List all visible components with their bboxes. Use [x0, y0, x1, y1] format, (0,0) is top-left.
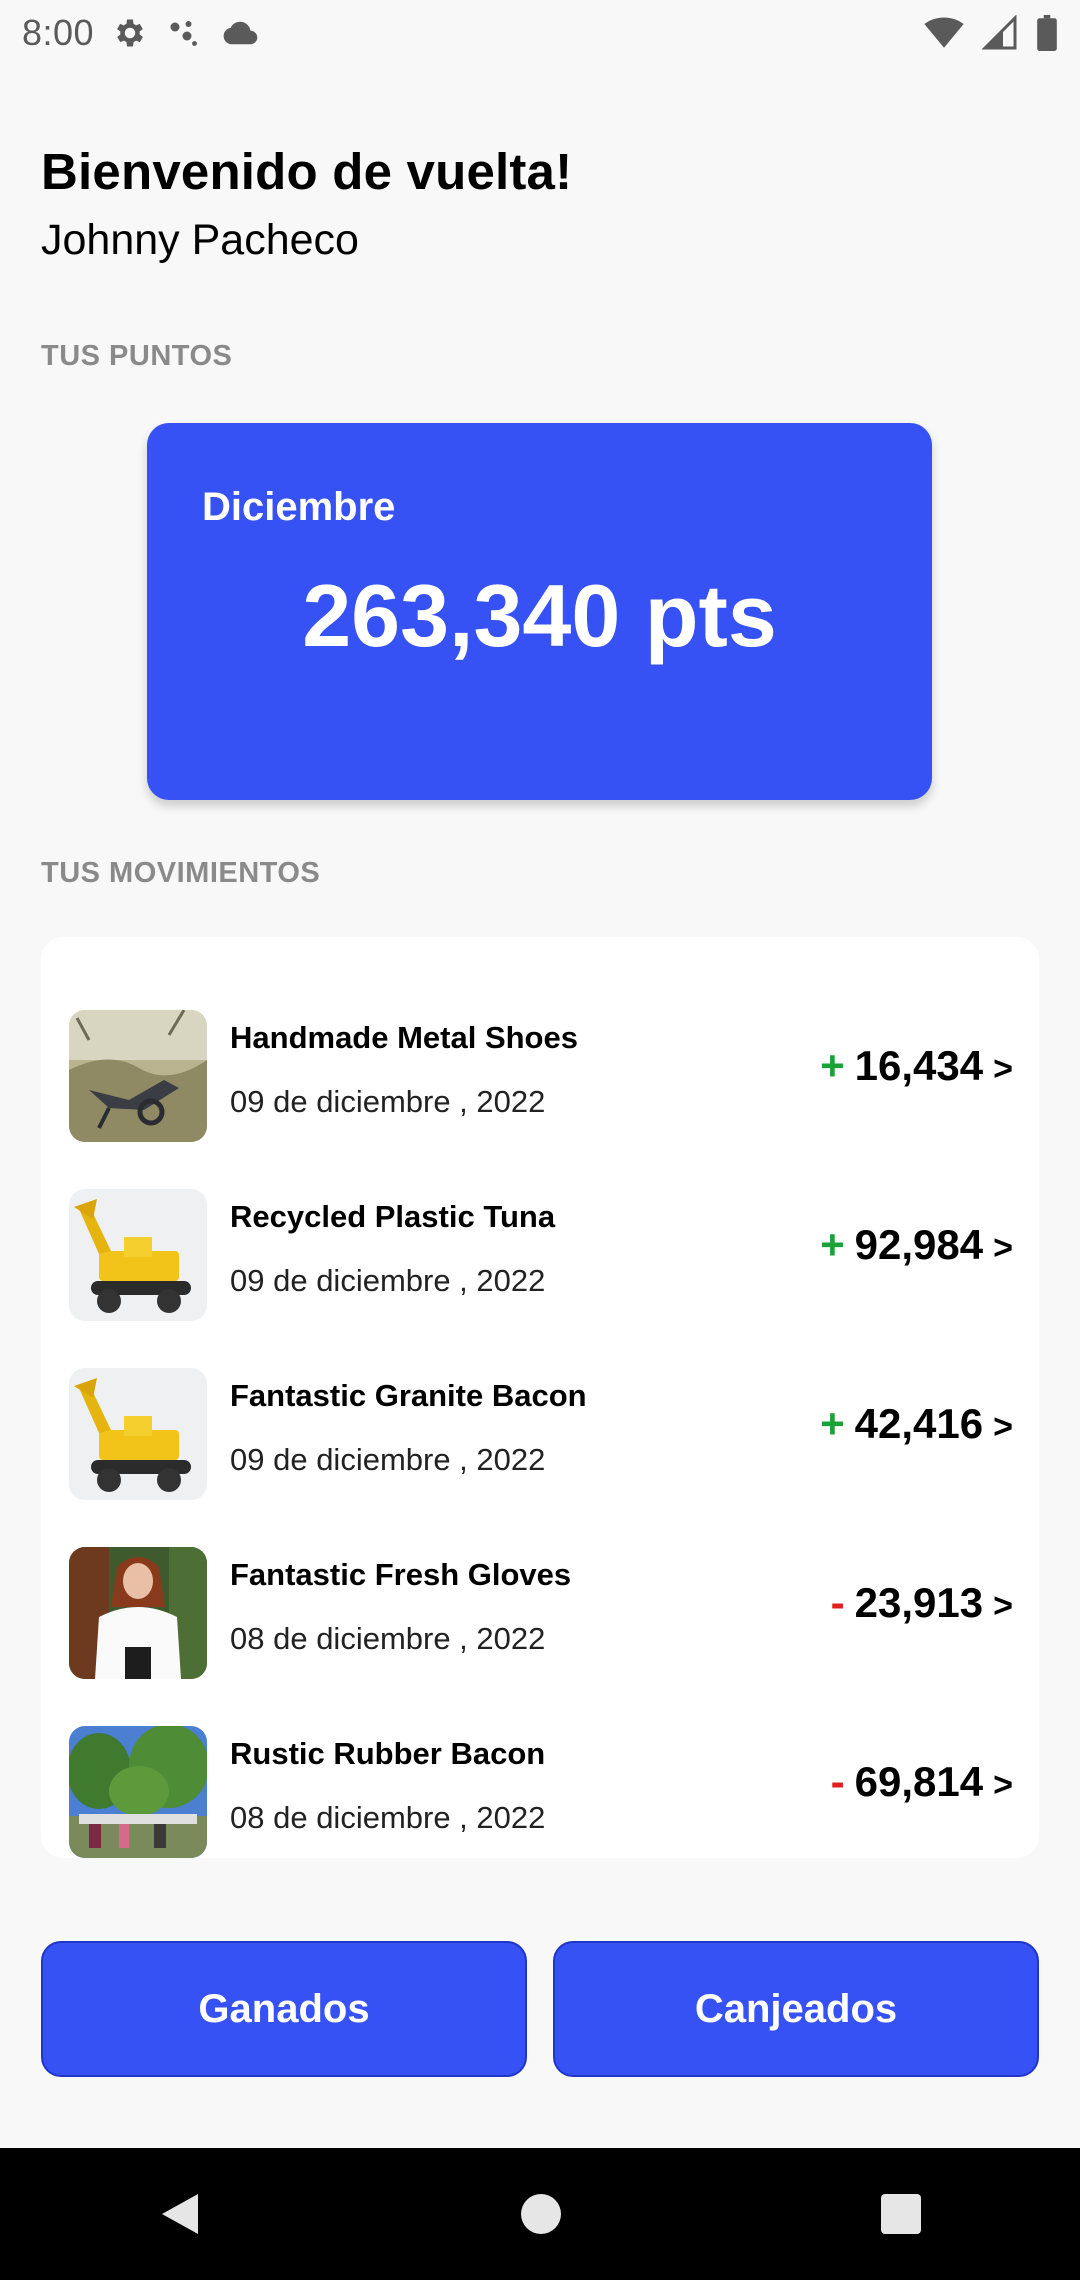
back-triangle-icon[interactable] [158, 2190, 202, 2238]
movements-list: Handmade Metal Shoes 09 de diciembre , 2… [41, 937, 1039, 1858]
points-value: 263,340 pts [302, 566, 777, 665]
points-card: Diciembre 263,340 pts [147, 423, 932, 800]
recents-square-icon[interactable] [880, 2193, 922, 2235]
cloud-icon [220, 15, 260, 51]
status-bar: 8:00 [0, 0, 1080, 66]
movement-amount: - 23,913 > [831, 1579, 1013, 1627]
movement-date: 08 de diciembre , 2022 [230, 1621, 546, 1656]
status-left: 8:00 [22, 12, 260, 54]
product-thumbnail [69, 1010, 207, 1142]
product-thumbnail [69, 1368, 207, 1500]
product-thumbnail [69, 1189, 207, 1321]
chevron-right-icon[interactable]: > [993, 1229, 1013, 1267]
amount-value: 92,984 [854, 1221, 984, 1268]
movement-row[interactable]: Fantastic Fresh Gloves 08 de diciembre ,… [41, 1547, 1039, 1687]
movement-title: Fantastic Granite Bacon [230, 1378, 587, 1413]
redeemed-button[interactable]: Canjeados [553, 1941, 1039, 2077]
amount-value: 23,913 [854, 1579, 984, 1626]
wifi-icon [924, 15, 964, 51]
home-circle-icon[interactable] [519, 2192, 563, 2236]
amount-sign: + [820, 1400, 845, 1447]
movement-row[interactable]: Recycled Plastic Tuna 09 de diciembre , … [41, 1189, 1039, 1329]
excavator-photo-icon [69, 1189, 207, 1321]
welcome-title: Bienvenido de vuelta! [41, 143, 573, 200]
movement-title: Rustic Rubber Bacon [230, 1736, 546, 1771]
park-photo-icon [69, 1726, 207, 1858]
movement-row[interactable]: Rustic Rubber Bacon 08 de diciembre , 20… [41, 1726, 1039, 1858]
chevron-right-icon[interactable]: > [993, 1766, 1013, 1804]
user-name: Johnny Pacheco [41, 216, 359, 264]
movement-title: Handmade Metal Shoes [230, 1020, 578, 1055]
amount-sign: + [820, 1221, 845, 1268]
status-time: 8:00 [22, 12, 95, 53]
excavator-photo-icon [69, 1368, 207, 1500]
movement-amount: + 16,434 > [820, 1042, 1013, 1090]
movement-amount: + 92,984 > [820, 1221, 1013, 1269]
chevron-right-icon[interactable]: > [993, 1408, 1013, 1446]
chevron-right-icon[interactable]: > [993, 1050, 1013, 1088]
status-right [924, 15, 1058, 51]
movement-row[interactable]: Handmade Metal Shoes 09 de diciembre , 2… [41, 1010, 1039, 1150]
points-section-label: TUS PUNTOS [41, 340, 233, 372]
wheelbarrow-photo-icon [69, 1010, 207, 1142]
movements-section-label: TUS MOVIMIENTOS [41, 857, 321, 889]
woman-photo-icon [69, 1547, 207, 1679]
signal-icon [982, 15, 1018, 51]
movement-date: 08 de diciembre , 2022 [230, 1800, 546, 1835]
points-month: Diciembre [202, 485, 396, 529]
battery-icon [1036, 15, 1058, 51]
amount-value: 16,434 [854, 1042, 984, 1089]
gear-icon [112, 15, 148, 51]
amount-sign: - [830, 1758, 845, 1805]
movement-amount: + 42,416 > [820, 1400, 1013, 1448]
assistant-dots-icon [166, 15, 202, 51]
chevron-right-icon[interactable]: > [993, 1587, 1013, 1625]
earned-button[interactable]: Ganados [41, 1941, 527, 2077]
movement-row[interactable]: Fantastic Granite Bacon 09 de diciembre … [41, 1368, 1039, 1508]
amount-value: 42,416 [854, 1400, 984, 1447]
navigation-bar [0, 2148, 1080, 2280]
movement-date: 09 de diciembre , 2022 [230, 1263, 546, 1298]
amount-sign: - [830, 1579, 845, 1626]
movement-title: Fantastic Fresh Gloves [230, 1557, 572, 1592]
amount-value: 69,814 [854, 1758, 984, 1805]
product-thumbnail [69, 1547, 207, 1679]
product-thumbnail [69, 1726, 207, 1858]
movement-date: 09 de diciembre , 2022 [230, 1084, 546, 1119]
movement-date: 09 de diciembre , 2022 [230, 1442, 546, 1477]
amount-sign: + [820, 1042, 845, 1089]
movement-title: Recycled Plastic Tuna [230, 1199, 556, 1234]
movement-amount: - 69,814 > [831, 1758, 1013, 1806]
